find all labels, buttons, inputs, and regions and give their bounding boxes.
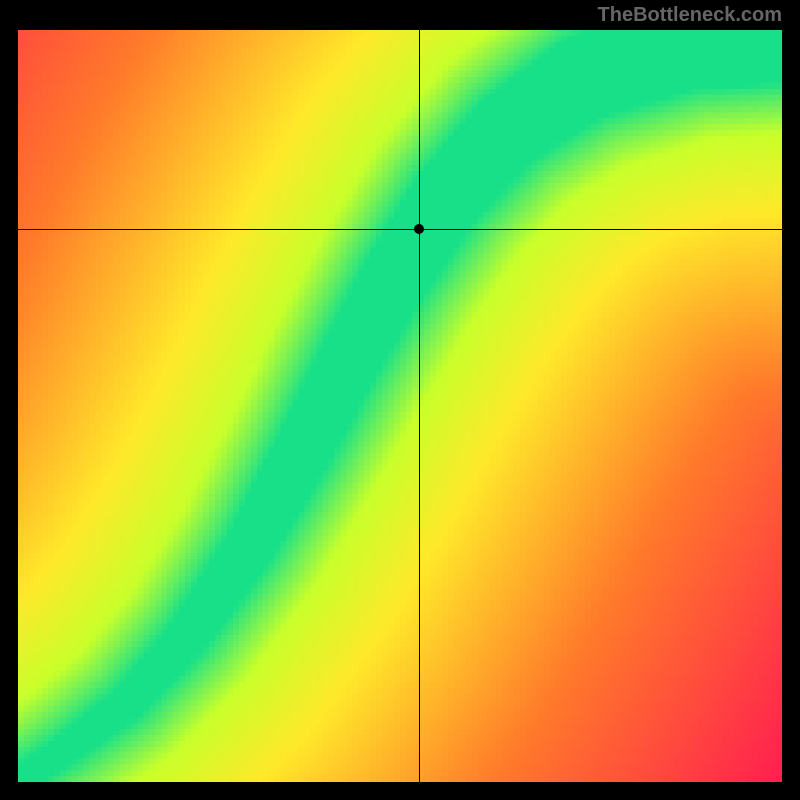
chart-container: TheBottleneck.com [0,0,800,800]
marker-dot [414,224,424,234]
bottleneck-heatmap [18,30,782,782]
crosshair-horizontal [18,229,782,230]
crosshair-vertical [419,30,420,782]
watermark-text: TheBottleneck.com [598,4,782,27]
